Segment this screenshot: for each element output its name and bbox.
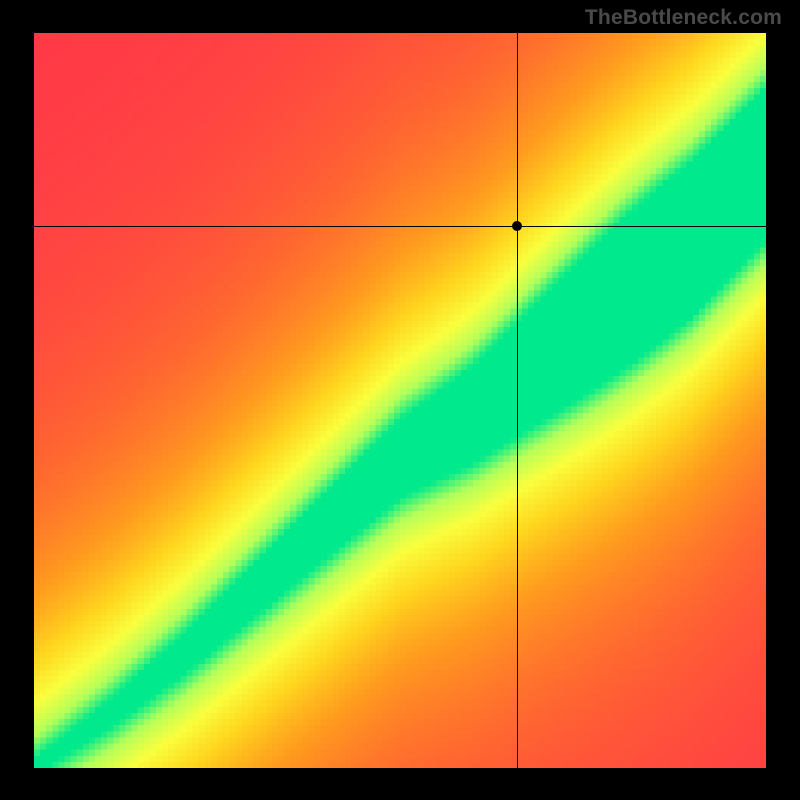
crosshair-marker-dot (512, 221, 522, 231)
watermark-text: TheBottleneck.com (585, 6, 782, 30)
crosshair-horizontal (34, 226, 766, 227)
heatmap-chart (34, 33, 766, 768)
heatmap-canvas (34, 33, 766, 768)
crosshair-vertical (517, 33, 518, 768)
